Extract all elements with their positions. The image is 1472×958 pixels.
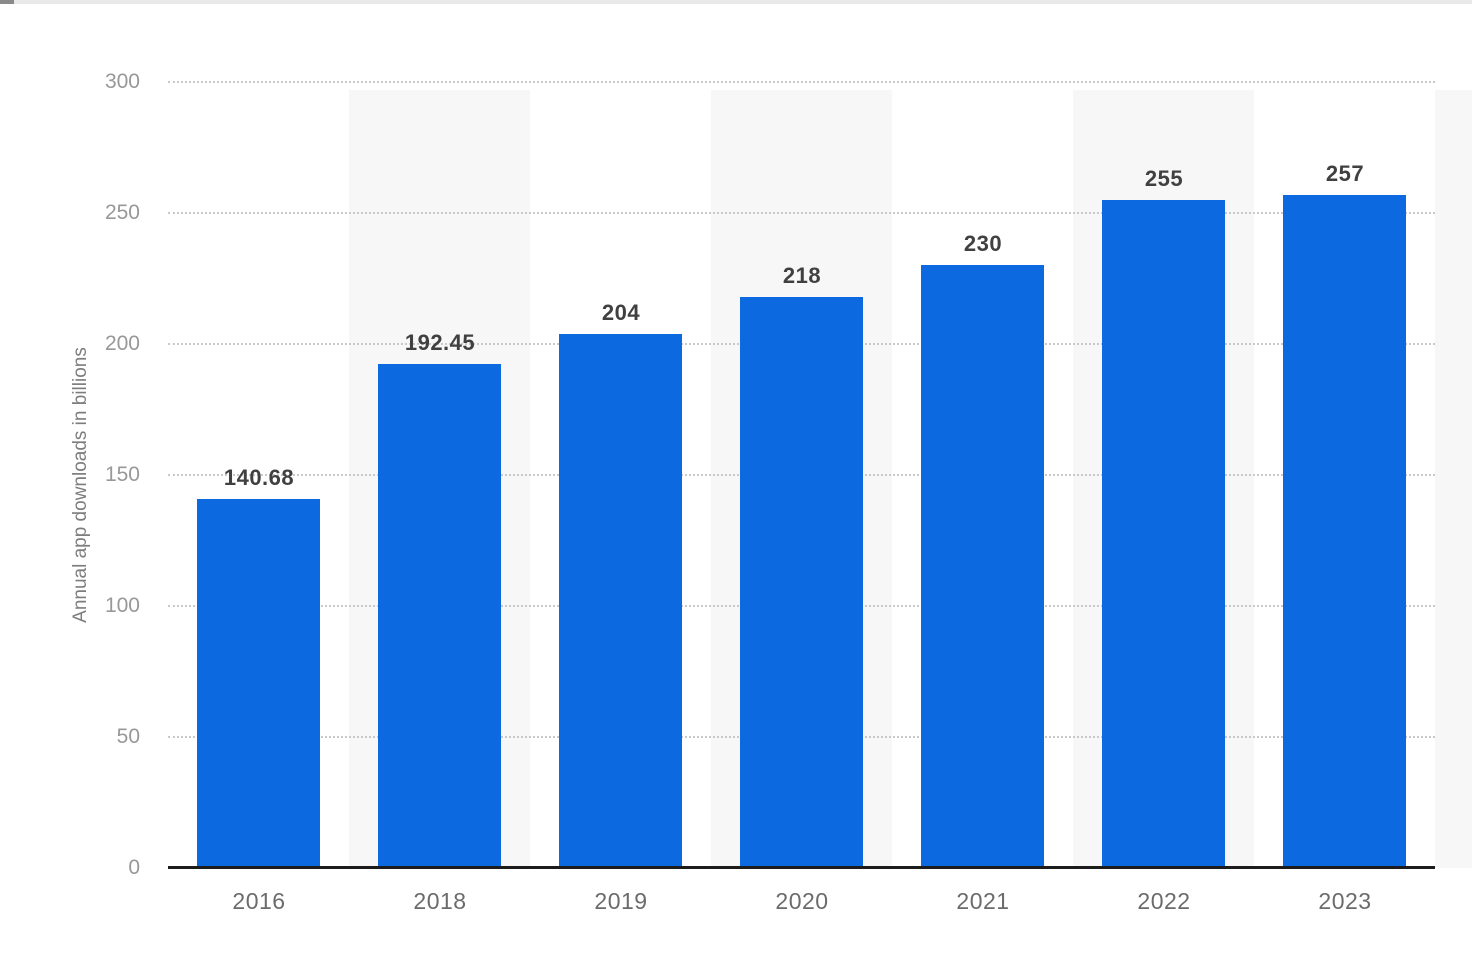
gridline-250 bbox=[168, 212, 1435, 214]
y-tick-label-150: 150 bbox=[104, 463, 140, 486]
bar-2016[interactable] bbox=[197, 499, 320, 868]
y-tick-label-300: 300 bbox=[104, 70, 140, 93]
x-tick-label-2016: 2016 bbox=[232, 888, 286, 914]
x-tick-label-2023: 2023 bbox=[1318, 888, 1372, 914]
gridline-300 bbox=[168, 81, 1435, 83]
page-top-edge bbox=[0, 0, 1472, 4]
x-axis-line bbox=[168, 866, 1435, 869]
y-tick-label-50: 50 bbox=[116, 725, 140, 748]
bar-2018[interactable] bbox=[378, 364, 501, 868]
x-tick-label-2018: 2018 bbox=[413, 888, 467, 914]
page-top-edge-accent bbox=[0, 0, 14, 4]
y-tick-label-100: 100 bbox=[104, 594, 140, 617]
bar-2022[interactable] bbox=[1102, 200, 1225, 868]
bar-value-label-2020: 218 bbox=[782, 263, 822, 288]
x-tick-label-2022: 2022 bbox=[1137, 888, 1191, 914]
bar-value-label-2021: 230 bbox=[963, 231, 1003, 256]
y-tick-label-250: 250 bbox=[104, 201, 140, 224]
bar-2020[interactable] bbox=[740, 297, 863, 868]
bar-2023[interactable] bbox=[1283, 195, 1406, 868]
y-tick-label-200: 200 bbox=[104, 332, 140, 355]
right-edge-band bbox=[1435, 90, 1472, 868]
bar-2019[interactable] bbox=[559, 334, 682, 868]
y-tick-label-0: 0 bbox=[128, 856, 140, 879]
x-tick-label-2019: 2019 bbox=[594, 888, 648, 914]
bar-value-label-2016: 140.68 bbox=[223, 465, 295, 490]
x-tick-label-2021: 2021 bbox=[956, 888, 1010, 914]
bar-2021[interactable] bbox=[921, 265, 1044, 868]
bar-value-label-2022: 255 bbox=[1144, 166, 1184, 191]
bar-value-label-2018: 192.45 bbox=[404, 330, 476, 355]
x-tick-label-2020: 2020 bbox=[775, 888, 829, 914]
bar-value-label-2023: 257 bbox=[1325, 161, 1365, 186]
bar-value-label-2019: 204 bbox=[601, 300, 641, 325]
